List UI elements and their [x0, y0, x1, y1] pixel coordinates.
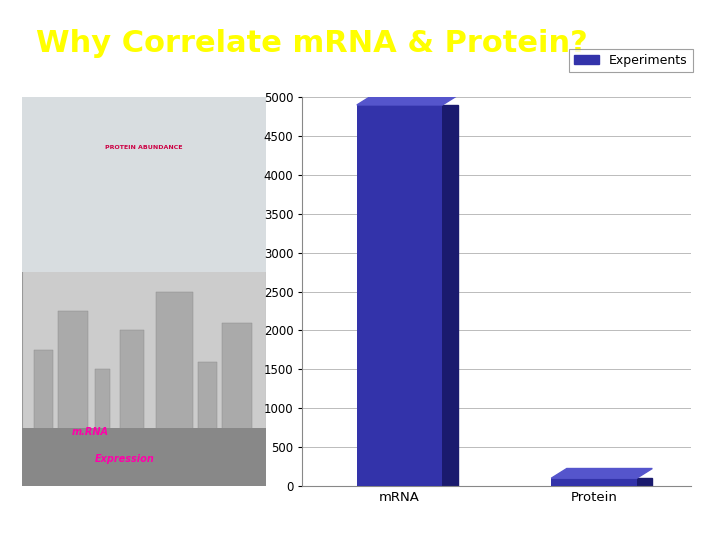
Polygon shape	[636, 478, 652, 486]
Bar	[58, 311, 88, 447]
Bar	[222, 323, 252, 447]
Legend: Experiments: Experiments	[569, 49, 693, 72]
Bar	[156, 292, 193, 447]
Bar	[120, 330, 144, 447]
Bar	[34, 350, 53, 447]
Bar	[22, 97, 266, 272]
Polygon shape	[442, 105, 458, 486]
Polygon shape	[357, 95, 458, 105]
Text: Expression: Expression	[94, 454, 154, 464]
Text: Why Correlate mRNA & Protein?: Why Correlate mRNA & Protein?	[36, 29, 588, 58]
Bar	[22, 428, 266, 486]
Bar	[95, 369, 109, 447]
Text: m.RNA: m.RNA	[72, 427, 109, 436]
Bar	[357, 105, 442, 486]
Text: PROTEIN ABUNDANCE: PROTEIN ABUNDANCE	[105, 145, 183, 150]
Bar	[198, 362, 217, 447]
Bar	[552, 478, 636, 486]
Polygon shape	[552, 469, 652, 478]
